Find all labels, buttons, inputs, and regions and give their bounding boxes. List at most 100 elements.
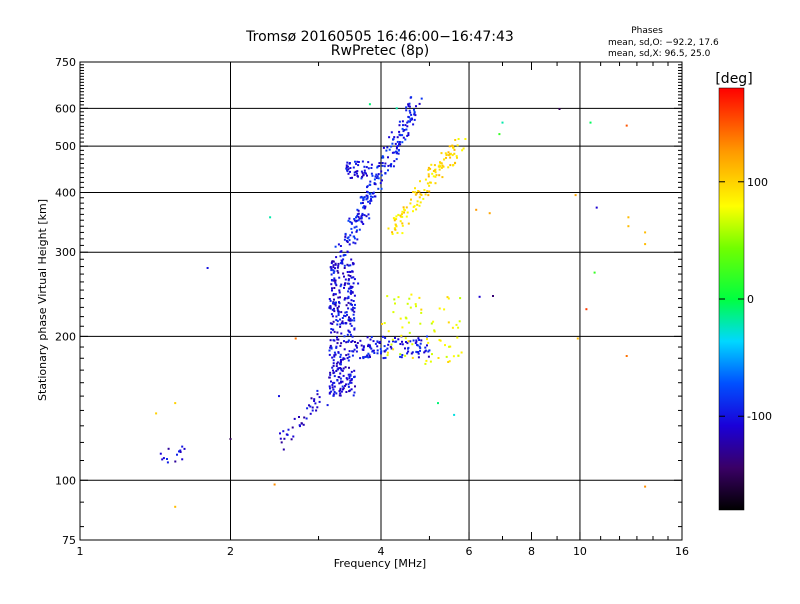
data-point xyxy=(340,369,343,372)
data-point xyxy=(174,505,177,508)
data-point xyxy=(427,168,430,171)
data-point xyxy=(330,347,333,350)
data-point xyxy=(353,375,356,378)
data-point xyxy=(332,328,335,331)
data-point xyxy=(390,145,393,148)
data-point xyxy=(331,260,334,263)
data-point xyxy=(363,169,366,172)
data-point xyxy=(402,206,405,209)
data-point xyxy=(339,250,342,253)
data-point xyxy=(420,194,423,196)
data-point xyxy=(331,279,334,282)
data-point xyxy=(161,458,164,461)
data-point xyxy=(350,292,352,295)
data-point xyxy=(348,287,351,290)
data-point xyxy=(279,437,282,440)
data-point xyxy=(338,291,341,294)
data-point xyxy=(456,144,459,147)
data-point xyxy=(451,154,454,157)
data-point xyxy=(341,317,344,319)
data-point xyxy=(370,163,373,166)
data-point xyxy=(427,166,430,169)
data-point xyxy=(350,308,353,311)
data-point xyxy=(367,343,370,346)
data-point xyxy=(391,233,394,235)
data-point xyxy=(410,96,413,99)
data-point xyxy=(342,374,345,377)
data-point xyxy=(362,223,365,225)
data-point xyxy=(353,307,356,310)
data-point xyxy=(449,152,452,155)
data-point xyxy=(366,336,369,339)
data-point xyxy=(445,355,448,358)
data-point xyxy=(315,409,318,412)
data-point xyxy=(627,225,630,228)
data-point xyxy=(350,287,353,289)
data-point xyxy=(384,162,387,165)
data-point xyxy=(391,231,394,234)
data-point xyxy=(394,142,397,145)
data-point xyxy=(410,113,413,116)
data-point xyxy=(589,121,592,124)
data-point xyxy=(410,293,413,296)
x-tick-label: 10 xyxy=(573,545,587,558)
data-point xyxy=(356,172,358,175)
data-point xyxy=(383,322,386,325)
data-point xyxy=(398,141,401,143)
data-point xyxy=(419,342,422,345)
data-point xyxy=(331,356,334,359)
data-point xyxy=(361,172,364,175)
data-point xyxy=(386,354,389,357)
data-point xyxy=(371,350,374,353)
data-point xyxy=(445,156,447,159)
data-point xyxy=(417,351,420,354)
data-point xyxy=(354,341,356,343)
data-point xyxy=(378,162,381,165)
data-point xyxy=(411,343,414,346)
data-point xyxy=(349,170,351,173)
data-point xyxy=(446,296,449,299)
data-point xyxy=(159,452,162,455)
data-point xyxy=(392,311,395,314)
data-point xyxy=(371,174,374,177)
data-point xyxy=(404,138,407,141)
data-point xyxy=(390,163,393,165)
data-point xyxy=(179,449,182,452)
data-point xyxy=(285,433,288,436)
data-point xyxy=(368,344,371,347)
data-point xyxy=(410,198,412,201)
data-point xyxy=(330,390,333,393)
data-point xyxy=(367,213,370,216)
data-point xyxy=(332,381,335,384)
data-point xyxy=(395,107,398,110)
data-point xyxy=(332,320,335,323)
data-point xyxy=(347,340,350,343)
data-point xyxy=(390,131,393,134)
data-point xyxy=(337,305,340,308)
data-point xyxy=(404,124,407,127)
data-point xyxy=(376,352,379,355)
data-point xyxy=(356,174,359,177)
data-point xyxy=(347,318,350,321)
data-point xyxy=(424,193,427,196)
data-point xyxy=(331,308,334,311)
data-point xyxy=(338,382,341,385)
data-point xyxy=(337,367,340,370)
data-point xyxy=(357,282,360,285)
data-point xyxy=(393,227,396,230)
data-point xyxy=(386,351,389,354)
data-point xyxy=(354,385,356,388)
data-point xyxy=(414,303,417,306)
data-point xyxy=(339,245,342,247)
data-point xyxy=(347,165,349,168)
data-point xyxy=(427,173,430,176)
data-point xyxy=(339,323,342,326)
data-point xyxy=(394,302,396,305)
data-point xyxy=(351,270,354,273)
data-point xyxy=(345,391,348,393)
data-point xyxy=(329,299,332,302)
data-point xyxy=(330,313,333,316)
data-point xyxy=(332,394,335,397)
data-point xyxy=(383,350,386,353)
y-tick-label: 500 xyxy=(55,140,76,153)
